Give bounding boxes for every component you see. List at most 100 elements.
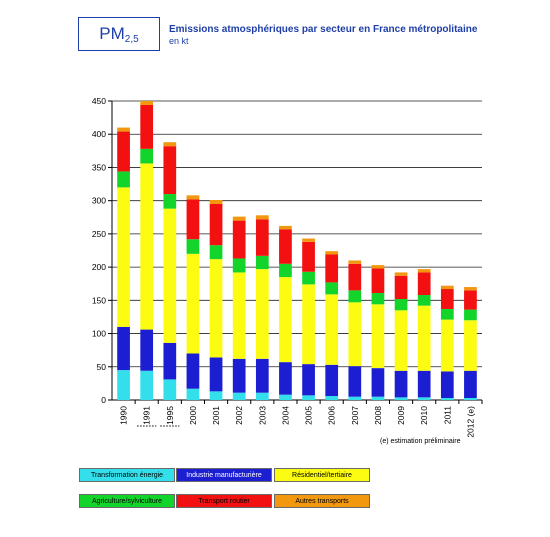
bar-segment: [371, 368, 385, 397]
bar-segment: [140, 329, 154, 371]
bar-segment: [302, 238, 315, 242]
bar-segment: [302, 241, 315, 272]
bar-segment: [394, 299, 408, 311]
bar-segment: [255, 215, 269, 220]
legend-entry: Transport routier: [176, 494, 272, 508]
bar-segment: [140, 163, 154, 330]
bar-segment: [348, 263, 362, 291]
bar-segment: [232, 358, 246, 393]
bar-segment: [440, 371, 454, 399]
bar-segment: [417, 269, 431, 273]
bar-segment: [186, 388, 200, 400]
bar-segment: [209, 203, 223, 246]
y-tick-label: 450: [92, 96, 106, 106]
bar-segment: [279, 362, 292, 395]
y-tick-label: 300: [92, 196, 106, 206]
y-tick-label: 200: [92, 262, 106, 272]
bar-segment: [140, 148, 154, 164]
bar-segment: [302, 284, 315, 365]
bar-segment: [394, 397, 408, 400]
x-tick-label: 2000: [188, 406, 198, 425]
bar-segment: [140, 101, 154, 105]
y-tick-label: 150: [92, 295, 106, 305]
y-tick-label: 350: [92, 162, 106, 172]
bar-segment: [163, 379, 177, 400]
bar-segment: [117, 370, 130, 400]
bar-segment: [440, 319, 454, 372]
bar-segment: [209, 200, 223, 204]
bar-segment: [302, 395, 315, 400]
y-tick-label: 0: [101, 395, 106, 405]
x-tick-label: 2011: [442, 406, 452, 425]
bar-segment: [209, 259, 223, 358]
bar-segment: [464, 370, 477, 399]
bar-segment: [279, 229, 292, 264]
bar-segment: [279, 225, 292, 230]
bar-segment: [232, 392, 246, 400]
bar-segment: [279, 263, 292, 278]
bar-segment: [117, 171, 130, 188]
bar-segment: [440, 398, 454, 400]
bar-segment: [232, 258, 246, 273]
y-tick-label: 50: [97, 362, 107, 372]
bar-segment: [186, 195, 200, 200]
bar-segment: [440, 285, 454, 290]
pollutant-subscript: 2,5: [124, 33, 139, 45]
bar-segment: [371, 396, 385, 400]
bar-segment: [440, 308, 454, 320]
bar-segment: [117, 326, 130, 371]
bar-segment: [186, 353, 200, 389]
x-tick-label: 2007: [350, 406, 360, 425]
bar-segment: [163, 208, 177, 343]
bar-segment: [325, 251, 339, 255]
bar-segment: [417, 295, 431, 306]
bar-segment: [186, 199, 200, 240]
bar-segment: [232, 220, 246, 259]
x-tick-label: 2012 (e): [465, 406, 475, 438]
bar-segment: [417, 397, 431, 400]
bar-segment: [209, 245, 223, 260]
bar-segment: [186, 239, 200, 254]
bar-segment: [232, 272, 246, 359]
bar-segment: [163, 146, 177, 195]
bar-segment: [325, 294, 339, 365]
bar-segment: [302, 271, 315, 285]
bar-segment: [325, 396, 339, 400]
pollutant-box: PM 2,5: [78, 17, 160, 51]
bar-segment: [394, 370, 408, 398]
bar-segment: [464, 309, 477, 321]
bar-segment: [255, 255, 269, 270]
bar-segment: [464, 398, 477, 400]
bar-segment: [163, 142, 177, 147]
bar-segment: [371, 304, 385, 369]
legend-entry: Transformation énergie: [79, 468, 175, 482]
bar-segment: [417, 370, 431, 398]
bar-segment: [417, 272, 431, 296]
bar-segment: [371, 265, 385, 269]
bar-segment: [163, 194, 177, 209]
bar-segment: [186, 253, 200, 354]
bar-segment: [209, 391, 223, 400]
x-tick-label: 1990: [119, 406, 129, 425]
bar-segment: [325, 364, 339, 397]
bar-segment: [255, 358, 269, 393]
bar-segment: [464, 320, 477, 371]
x-tick-label: 2005: [304, 406, 314, 425]
chart-unit: en kt: [169, 36, 189, 46]
x-tick-label: 2003: [257, 406, 267, 425]
bar-segment: [117, 187, 130, 327]
y-tick-label: 250: [92, 229, 106, 239]
bar-segment: [325, 282, 339, 295]
bar-segment: [417, 305, 431, 371]
x-tick-label: 1991: [142, 406, 152, 425]
bar-segment: [232, 216, 246, 221]
x-tick-label: 2004: [280, 406, 290, 425]
x-tick-label: 2010: [419, 406, 429, 425]
bar-segment: [394, 272, 408, 276]
legend-entry: Industrie manufacturière: [176, 468, 272, 482]
footnote: (e) estimation préliminaire: [380, 438, 461, 445]
y-tick-label: 100: [92, 329, 106, 339]
bar-segment: [255, 269, 269, 359]
x-tick-label: 2008: [373, 406, 383, 425]
